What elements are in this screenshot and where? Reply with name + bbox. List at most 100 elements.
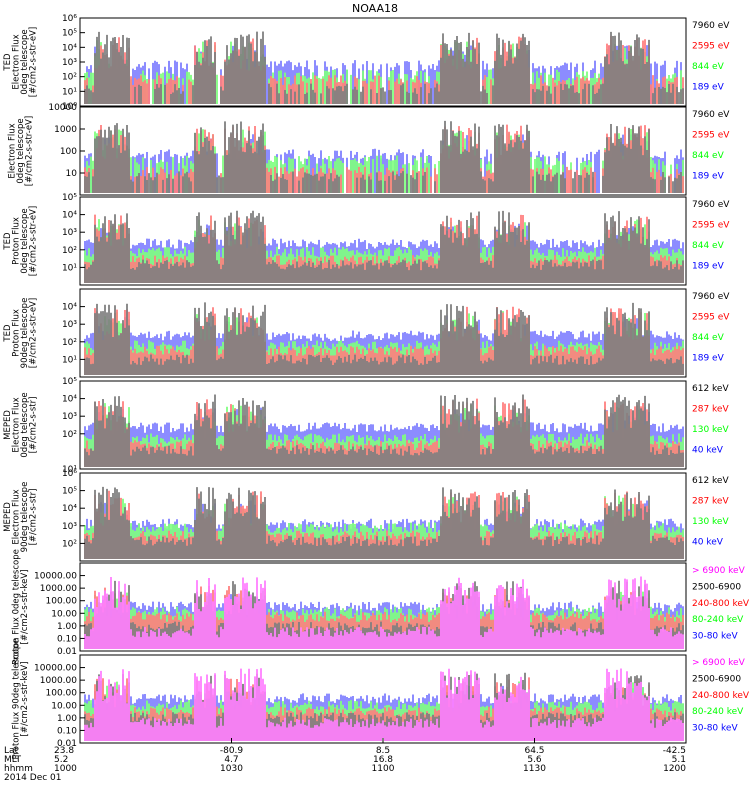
y-axis-label: [#/cm2-s-str-keV]: [20, 662, 30, 737]
y-tick-label: 100: [60, 147, 77, 157]
y-tick-label: 10³: [62, 320, 77, 330]
y-axis-label: Electron Flux: [7, 123, 17, 178]
data-traces: [84, 210, 684, 283]
y-tick-label: 10⁶: [62, 469, 77, 479]
y-tick-label: 10²: [62, 539, 77, 549]
series-trace: [86, 45, 682, 104]
legend-entry: 30-80 keV: [692, 632, 738, 642]
data-traces: [84, 394, 684, 467]
y-axis-label: 0deg telescope: [16, 118, 26, 183]
y-tick-label: 10⁴: [62, 395, 77, 405]
y-tick-label: 100.00: [46, 689, 78, 699]
y-axis-label: 0deg telescope: [20, 392, 30, 457]
legend-entry: 7960 eV: [692, 21, 730, 31]
legend-entry: 189 eV: [692, 172, 725, 182]
footer-date: 2014 Dec 01: [4, 773, 62, 783]
y-tick-label: 10²: [62, 73, 77, 83]
y-tick-label: 100.00: [46, 597, 78, 607]
y-tick-label: 10⁵: [62, 29, 77, 39]
legend-entry: 612 keV: [692, 384, 729, 394]
legend-entry: 844 eV: [692, 241, 725, 251]
y-tick-label: 1000.00: [40, 584, 77, 594]
legend-entry: 240-800 keV: [692, 691, 750, 701]
x-tick-hhmm: 1200: [663, 764, 686, 774]
y-tick-label: 10000: [48, 103, 77, 113]
legend-entry: > 6900 keV: [692, 566, 746, 576]
y-tick-label: 0.10: [57, 634, 77, 644]
legend-entry: 2595 eV: [692, 221, 730, 231]
legend-entry: 2595 eV: [692, 313, 730, 323]
y-tick-label: 10³: [62, 58, 77, 68]
y-axis-label: TED: [3, 324, 13, 343]
legend-entry: 189 eV: [692, 83, 725, 93]
y-axis-label: Electron Flux: [12, 397, 22, 452]
legend-entry: 189 eV: [692, 262, 725, 272]
legend-entry: 2595 eV: [692, 131, 730, 141]
legend-entry: 7960 eV: [692, 200, 730, 210]
y-axis-label: [#/cm2-s-str-eV]: [29, 298, 39, 368]
series-trace: [84, 302, 684, 375]
y-axis-label: [#/cm2-s-str-eV]: [24, 116, 34, 186]
legend: 7960 eV 2595 eV 844 eV 189 eV: [692, 292, 730, 364]
legend-entry: 80-240 keV: [692, 615, 744, 625]
y-axis-label: [#/cm2-s-str-eV]: [29, 27, 39, 97]
footer-row-label: MLT: [4, 755, 22, 765]
y-tick-label: 10: [66, 169, 78, 179]
y-axis-label: Proton Flux: [12, 309, 22, 357]
y-axis-label: Proton Flux 0deg telescope: [12, 549, 22, 665]
y-tick-label: 10.00: [51, 609, 77, 619]
y-axis-label: [#/cm2-s-str-eV]: [29, 206, 39, 276]
x-tick-mlt: 4.7: [224, 755, 238, 765]
x-tick-lat: 23.8: [54, 746, 74, 756]
y-axis-label: TED: [3, 53, 13, 72]
data-traces: [84, 31, 684, 104]
legend: > 6900 keV 2500-6900 240-800 keV 80-240 keV…: [692, 566, 750, 642]
legend: > 6900 keV 2500-6900 240-800 keV 80-240 keV…: [692, 658, 750, 734]
legend: 7960 eV 2595 eV 844 eV 189 eV: [692, 110, 730, 182]
legend-entry: > 6900 keV: [692, 658, 746, 668]
footer: 23.85.21000-80.94.710308.516.8110064.55.…: [4, 738, 687, 783]
legend-entry: 80-240 keV: [692, 707, 744, 717]
x-tick-mlt: 5.1: [672, 755, 686, 765]
y-tick-label: 10⁰: [62, 102, 77, 112]
y-axis-label: [#/cm2-s-str-keV]: [20, 570, 30, 645]
y-tick-label: 10³: [62, 412, 77, 422]
y-tick-label: 10⁵: [62, 487, 77, 497]
legend-entry: 240-800 keV: [692, 599, 750, 609]
y-tick-label: 10⁴: [62, 303, 77, 313]
panel-frame: [79, 380, 687, 470]
legend: 7960 eV 2595 eV 844 eV 189 eV: [692, 21, 730, 93]
legend-entry: 7960 eV: [692, 110, 730, 120]
legend: 612 keV 287 keV 130 keV 40 keV: [692, 476, 729, 548]
legend-entry: 287 keV: [692, 497, 729, 507]
data-traces: [84, 302, 684, 375]
y-axis-label: 0deg telescope: [20, 29, 30, 94]
legend-entry: 612 keV: [692, 476, 729, 486]
y-tick-label: 10²: [62, 246, 77, 256]
series-trace: [84, 210, 684, 283]
y-tick-label: 1.00: [57, 622, 77, 632]
y-tick-label: 10⁴: [62, 504, 77, 514]
legend-entry: 844 eV: [692, 62, 725, 72]
panel-7: 0.01 0.10 1.00 10.00 100.00 1000.00 10000.00 Pr…: [12, 549, 750, 665]
y-tick-label: 1000.00: [40, 676, 77, 686]
x-tick-hhmm: 1000: [54, 764, 77, 774]
x-tick-lat: -80.9: [220, 746, 244, 756]
y-tick-label: 10¹: [62, 87, 77, 97]
legend-entry: 189 eV: [692, 354, 725, 364]
legend-entry: 130 keV: [692, 517, 729, 527]
y-tick-label: 10000.00: [34, 572, 77, 582]
y-tick-label: 10⁴: [62, 43, 77, 53]
data-traces: [84, 576, 684, 649]
legend-entry: 287 keV: [692, 405, 729, 415]
legend-entry: 7960 eV: [692, 292, 730, 302]
y-tick-label: 10¹: [62, 355, 77, 365]
y-axis-label: Proton Flux 90deg telescope: [12, 638, 22, 759]
x-tick-hhmm: 1130: [523, 764, 546, 774]
legend-entry: 2500-6900: [692, 582, 741, 592]
